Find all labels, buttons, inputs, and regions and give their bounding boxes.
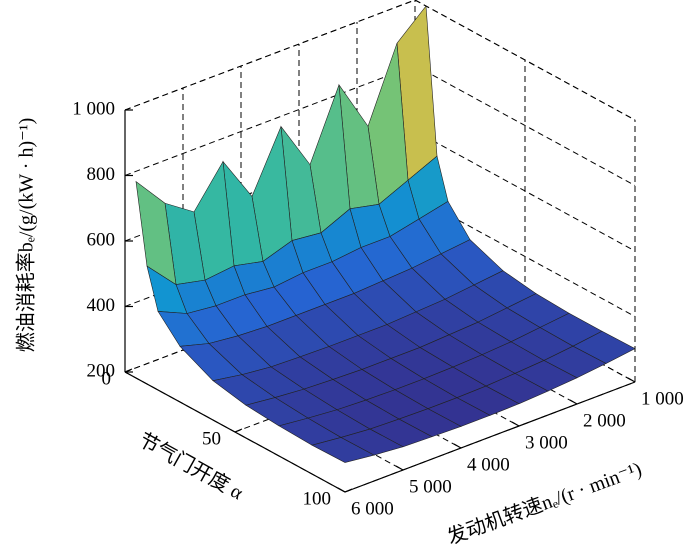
y-tick (234, 428, 243, 433)
box-edge (414, 0, 636, 121)
y-tick-label: 100 (303, 488, 332, 509)
x-tick-label: 5 000 (409, 476, 452, 497)
x-axis (344, 381, 636, 493)
z-axis-title: 燃油消耗率bₑ/(g/(kW · h)⁻¹) (15, 118, 38, 353)
box-edge (124, 0, 416, 111)
z-tick-label: 200 (87, 360, 116, 381)
y-tick (124, 368, 133, 373)
y-tick (344, 488, 353, 493)
x-tick-label: 3 000 (525, 432, 568, 453)
z-tick-label: 800 (87, 164, 116, 185)
x-tick (627, 377, 636, 383)
z-tick-label: 600 (87, 229, 116, 250)
z-tick-label: 400 (87, 295, 116, 316)
x-tick (511, 421, 520, 427)
grid-line (124, 65, 416, 176)
x-tick-label: 1 000 (641, 388, 684, 409)
x-tick (569, 399, 578, 405)
surface-cell (311, 437, 375, 463)
x-tick (337, 487, 346, 493)
y-tick-label: 0 (102, 368, 112, 389)
x-tick (453, 443, 462, 449)
grid-line (414, 65, 636, 186)
x-tick (395, 465, 404, 471)
x-tick-label: 4 000 (467, 454, 510, 475)
x-tick-label: 6 000 (351, 498, 394, 519)
y-tick-label: 50 (202, 428, 221, 449)
y-axis-title: 节气门开度 α (135, 428, 248, 504)
z-tick-label: 1 000 (72, 98, 115, 119)
x-tick-label: 2 000 (583, 410, 626, 431)
